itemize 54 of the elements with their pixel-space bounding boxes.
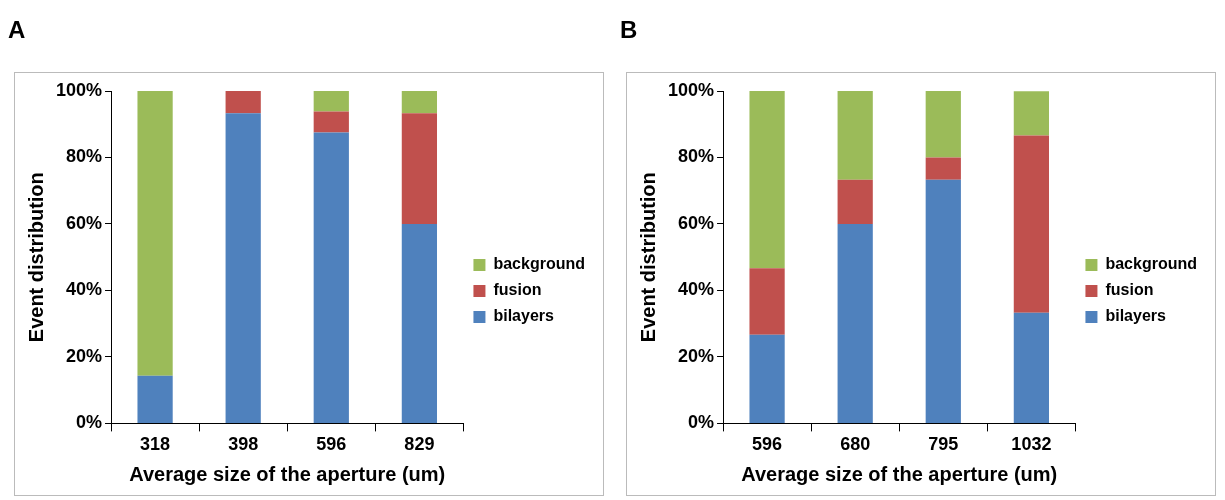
- x-tick-label: 318: [140, 434, 171, 455]
- legend-label: background: [493, 255, 585, 273]
- chart-title: A: [8, 16, 26, 44]
- bar: [925, 157, 961, 180]
- bar: [1013, 312, 1050, 423]
- x-tick-label: 795: [928, 434, 959, 455]
- y-tick-label: 60%: [66, 212, 103, 233]
- bar: [137, 91, 173, 376]
- y-tick-label: 60%: [678, 212, 715, 233]
- bar: [137, 375, 173, 423]
- x-tick-label: 398: [228, 434, 259, 455]
- x-axis-title: Average size of the aperture (um): [741, 462, 1058, 485]
- y-tick-label: 20%: [66, 345, 103, 366]
- legend-label: fusion: [493, 281, 542, 299]
- y-tick-label: 0%: [76, 412, 103, 433]
- y-tick-label: 40%: [678, 279, 715, 300]
- bar: [1013, 135, 1050, 313]
- bar: [401, 113, 438, 224]
- bar: [401, 223, 438, 423]
- y-tick-label: 100%: [667, 79, 715, 100]
- bar: [313, 132, 349, 423]
- bar: [837, 179, 873, 224]
- y-axis-title: Event distribution: [636, 172, 659, 343]
- bar: [749, 91, 785, 269]
- y-tick-label: 100%: [55, 79, 103, 100]
- bar: [925, 179, 961, 423]
- bar: [1013, 91, 1050, 136]
- x-axis-title: Average size of the aperture (um): [129, 462, 446, 485]
- legend-label: fusion: [1105, 281, 1154, 299]
- legend-label: background: [1105, 255, 1197, 273]
- bar: [313, 91, 349, 112]
- bar: [837, 223, 873, 423]
- chart-title: B: [620, 16, 638, 44]
- x-tick-label: 596: [752, 434, 783, 455]
- bar: [225, 91, 261, 114]
- y-tick-label: 20%: [678, 345, 715, 366]
- x-tick-label: 680: [840, 434, 871, 455]
- bar: [313, 111, 349, 133]
- x-tick-label: 829: [404, 434, 435, 455]
- x-tick-label: 596: [316, 434, 347, 455]
- y-tick-label: 80%: [66, 146, 103, 167]
- y-tick-label: 0%: [688, 412, 715, 433]
- bar: [749, 334, 785, 423]
- bar: [225, 113, 261, 423]
- legend-label: bilayers: [493, 307, 555, 325]
- y-axis-title: Event distribution: [24, 172, 47, 343]
- legend-label: bilayers: [1105, 307, 1167, 325]
- y-tick-label: 80%: [678, 146, 715, 167]
- bar: [925, 91, 961, 158]
- y-tick-label: 40%: [66, 279, 103, 300]
- x-tick-label: 1032: [1011, 434, 1052, 455]
- bar: [749, 268, 785, 335]
- bar: [837, 91, 873, 180]
- bar: [401, 91, 438, 114]
